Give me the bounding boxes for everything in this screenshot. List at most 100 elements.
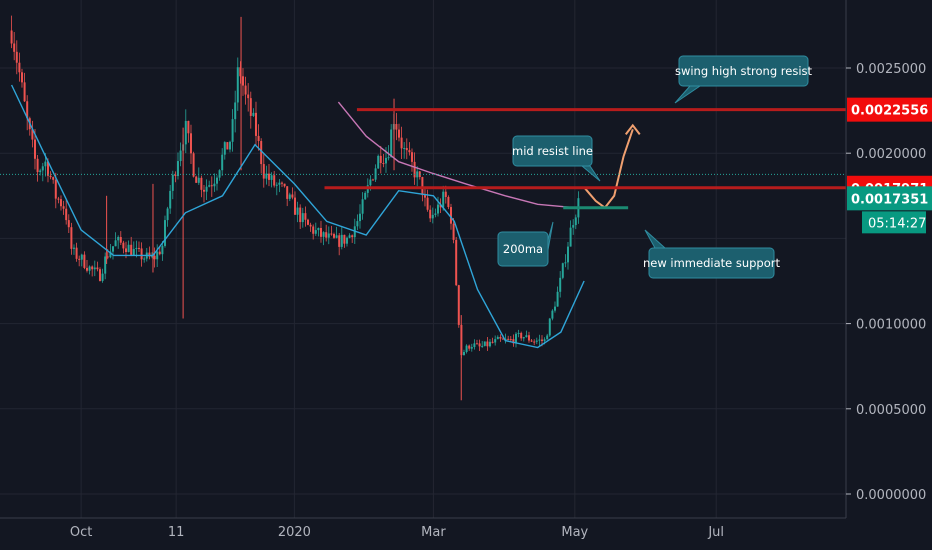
- candle-body: [491, 341, 494, 343]
- candle-body: [252, 112, 255, 116]
- candle-body: [330, 233, 333, 235]
- candle-body: [39, 170, 42, 173]
- candle-body: [548, 318, 551, 336]
- candle-body: [319, 228, 322, 237]
- candle-body: [504, 338, 507, 340]
- candle-body: [522, 337, 525, 339]
- callouts: swing high strong resist mid resist line 2…: [497, 55, 813, 279]
- candle-body: [205, 186, 208, 192]
- swing-high-level-label-bg: [847, 97, 932, 122]
- candle-body: [507, 338, 510, 340]
- candle-body: [312, 226, 315, 234]
- candle-body: [535, 340, 538, 342]
- countdown-label: 05:14:27: [868, 216, 926, 231]
- candle-body: [356, 221, 359, 227]
- candle-body: [348, 235, 351, 238]
- candle-body: [481, 345, 484, 347]
- candles: [10, 15, 580, 401]
- candle-body: [296, 207, 299, 215]
- candle-body: [31, 129, 34, 140]
- candle-body: [442, 191, 445, 208]
- mid-resist-callout-text: mid resist line: [512, 144, 593, 158]
- candle-body: [449, 207, 452, 224]
- candle-body: [239, 67, 242, 77]
- candle-body: [304, 213, 307, 220]
- candle-body: [210, 185, 213, 187]
- candle-body: [475, 343, 478, 345]
- candle-body: [91, 266, 94, 270]
- candle-body: [200, 177, 203, 190]
- candle-body: [223, 142, 226, 155]
- candle-body: [551, 310, 554, 319]
- candle-body: [306, 219, 309, 225]
- candle-body: [226, 142, 229, 150]
- candle-body: [109, 251, 112, 258]
- candle-body: [143, 258, 146, 260]
- candle-body: [387, 157, 390, 159]
- candle-body: [400, 137, 403, 149]
- candle-body: [343, 234, 346, 244]
- candle-body: [213, 183, 216, 187]
- candle-body: [137, 247, 140, 249]
- candle-body: [171, 174, 174, 191]
- candle-body: [184, 120, 187, 145]
- candle-body: [10, 30, 13, 44]
- projected-arrow-head: [624, 123, 641, 135]
- candle-body: [452, 223, 455, 240]
- candle-body: [78, 258, 81, 260]
- candle-body: [231, 119, 234, 142]
- candle-body: [150, 255, 153, 257]
- candle-body: [83, 254, 86, 268]
- x-tick-label: Oct: [70, 525, 92, 540]
- ma200-callout: 200ma: [497, 221, 554, 267]
- candle-body: [13, 43, 16, 52]
- candle-body: [546, 335, 549, 340]
- candle-body: [52, 177, 55, 180]
- candle-body: [403, 148, 406, 150]
- candle-body: [140, 248, 143, 260]
- candle-body: [338, 235, 341, 247]
- candle-body: [156, 251, 159, 260]
- candle-body: [335, 235, 338, 238]
- candle-body: [530, 340, 533, 342]
- candle-body: [106, 256, 109, 258]
- candle-body: [20, 72, 23, 83]
- y-tick-label: 0.0005000: [856, 403, 926, 418]
- candle-body: [114, 240, 117, 247]
- candle-body: [561, 263, 564, 278]
- candle-body: [96, 267, 99, 270]
- candle-body: [574, 217, 577, 226]
- candle-body: [408, 150, 411, 153]
- candle-body: [135, 247, 138, 250]
- candle-body: [423, 195, 426, 198]
- candle-body: [514, 333, 517, 344]
- candle-body: [174, 174, 177, 177]
- candle-body: [369, 179, 372, 186]
- candle-body: [543, 339, 546, 341]
- candle-body: [192, 153, 195, 177]
- candle-body: [499, 336, 502, 339]
- x-tick-label: 11: [168, 525, 185, 540]
- candle-body: [49, 175, 52, 178]
- candle-body: [426, 197, 429, 210]
- candle-body: [384, 157, 387, 164]
- candle-body: [36, 158, 39, 173]
- candle-body: [301, 213, 304, 223]
- swing-high-level-label: 0.0022556: [851, 104, 928, 119]
- candle-body: [166, 208, 169, 221]
- last-price-label: 0.0017351: [851, 192, 928, 207]
- candle-body: [379, 155, 382, 164]
- x-tick-label: May: [561, 525, 588, 540]
- candle-body: [262, 164, 265, 179]
- candle-body: [465, 345, 468, 353]
- candle-body: [358, 213, 361, 222]
- candle-body: [57, 198, 60, 200]
- candle-body: [395, 124, 398, 130]
- candle-body: [527, 335, 530, 341]
- candle-body: [111, 246, 114, 252]
- candle-body: [33, 139, 36, 159]
- candle-body: [18, 62, 21, 73]
- candle-body: [124, 248, 127, 253]
- candle-body: [431, 214, 434, 219]
